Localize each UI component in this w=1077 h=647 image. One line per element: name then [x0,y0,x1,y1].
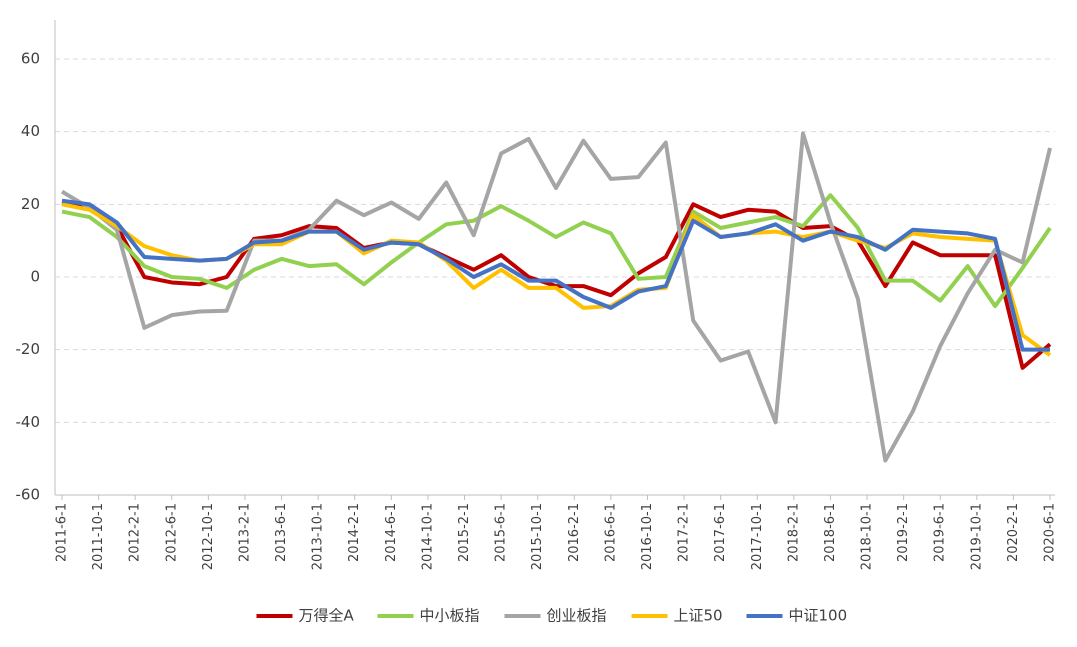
y-tick-label: 20 [21,195,40,213]
x-tick-label: 2019-10-1 [969,503,984,570]
series-line [61,200,1052,370]
x-tick-label: 2014-2-1 [347,503,362,562]
x-tick-label: 2016-10-1 [640,503,655,570]
x-tick-label: 2012-10-1 [201,503,216,570]
x-tick-label: 2016-6-1 [603,503,618,562]
legend-label: 中小板指 [420,607,480,625]
x-tick-label: 2018-2-1 [786,503,801,562]
x-tick-label: 2016-2-1 [567,503,582,562]
x-tick-label: 2011-6-1 [55,503,70,562]
y-tick-label: -40 [16,413,41,431]
y-tick-label: 0 [30,268,40,286]
x-tick-label: 2019-2-1 [896,503,911,562]
x-tick-label: 2012-6-1 [164,503,179,562]
x-tick-label: 2014-10-1 [420,503,435,570]
x-tick-label: 2013-6-1 [274,503,289,562]
x-tick-label: 2018-6-1 [823,503,838,562]
x-tick-label: 2019-6-1 [933,503,948,562]
y-tick-label: -20 [16,340,41,358]
series-line [61,198,1050,352]
series-line [60,131,1052,463]
x-tick-label: 2020-2-1 [1006,503,1021,562]
x-tick-label: 2020-6-1 [1043,503,1058,562]
legend-label: 上证50 [674,607,723,625]
legend-label: 创业板指 [547,607,607,625]
x-tick-label: 2014-6-1 [384,503,399,562]
x-tick-label: 2017-6-1 [713,503,728,562]
x-tick-label: 2013-2-1 [237,503,252,562]
x-tick-label: 2013-10-1 [311,503,326,570]
x-tick-label: 2012-2-1 [128,503,143,562]
x-tick-label: 2011-10-1 [91,503,106,570]
x-tick-label: 2015-6-1 [494,503,509,562]
legend-label: 中证100 [789,607,848,625]
y-tick-label: 60 [21,50,40,68]
legend-label: 万得全A [299,607,355,625]
x-tick-label: 2017-2-1 [677,503,692,562]
x-tick-label: 2017-10-1 [750,503,765,570]
x-tick-label: 2015-2-1 [457,503,472,562]
y-tick-label: -60 [16,486,41,504]
x-tick-label: 2018-10-1 [860,503,875,570]
series-line [61,193,1052,309]
y-tick-label: 40 [21,122,40,140]
x-tick-label: 2015-10-1 [530,503,545,570]
